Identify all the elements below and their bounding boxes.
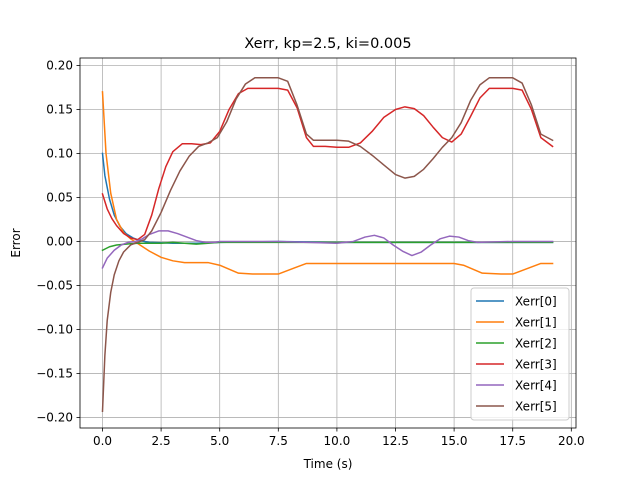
y-tick-label: 0.10	[46, 146, 73, 160]
y-tick-label: −0.20	[36, 410, 73, 424]
y-tick-label: 0.00	[46, 234, 73, 248]
plot-frame	[79, 57, 577, 429]
y-tick-label: 0.20	[46, 58, 73, 72]
y-tick-label: 0.15	[46, 102, 73, 116]
x-tick-label: 0.0	[93, 434, 112, 448]
x-tick-label: 15.0	[441, 434, 468, 448]
legend-label: Xerr[2]	[515, 337, 557, 351]
x-tick-label: 10.0	[324, 434, 351, 448]
legend: Xerr[0] Xerr[1] Xerr[2] Xerr[3] Xerr[4] Xerr[…	[470, 287, 570, 421]
chart-title: Xerr, kp=2.5, ki=0.005	[244, 36, 411, 52]
series-line-5	[101, 77, 554, 413]
x-tick-label: 17.5	[499, 434, 526, 448]
legend-label: Xerr[3]	[515, 358, 557, 372]
x-axis-ticks: 0.0 2.5 5.0 7.5 10.0 12.5 15.0 17.5 20.0	[93, 428, 585, 448]
legend-box	[470, 287, 570, 421]
y-tick-label: −0.10	[36, 322, 73, 336]
legend-label: Xerr[4]	[515, 379, 557, 393]
x-axis-label: Time (s)	[303, 457, 353, 471]
x-tick-label: 2.5	[152, 434, 171, 448]
legend-label: Xerr[1]	[515, 316, 557, 330]
y-tick-label: −0.05	[36, 278, 73, 292]
y-tick-label: −0.15	[36, 366, 73, 380]
x-tick-label: 5.0	[210, 434, 229, 448]
series-lines	[101, 77, 554, 413]
legend-label: Xerr[0]	[515, 295, 557, 309]
legend-label: Xerr[5]	[515, 400, 557, 414]
series-line-3	[101, 87, 554, 241]
y-axis-label: Error	[9, 228, 23, 257]
y-axis-ticks: −0.20 −0.15 −0.10 −0.05 0.00 0.05 0.10 0.15 0.20	[36, 58, 80, 424]
y-tick-label: 0.05	[46, 190, 73, 204]
x-tick-label: 20.0	[558, 434, 585, 448]
x-tick-label: 12.5	[382, 434, 409, 448]
x-tick-label: 7.5	[269, 434, 288, 448]
series-line-1	[101, 91, 554, 275]
series-line-4	[101, 230, 554, 269]
